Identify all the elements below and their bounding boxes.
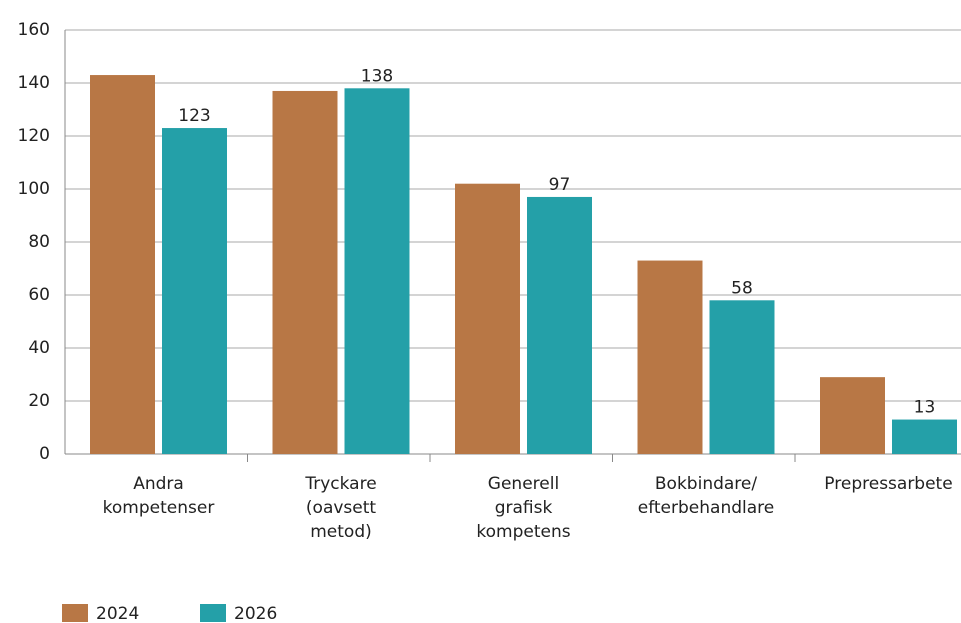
data-label: 123: [178, 106, 210, 126]
x-tick-label: grafisk: [495, 498, 553, 518]
x-tick-label: efterbehandlare: [638, 498, 774, 518]
bar: [90, 75, 155, 455]
y-tick-label: 80: [28, 232, 50, 252]
bar: [272, 90, 338, 454]
data-label: 97: [549, 175, 571, 195]
y-tick-label: 40: [28, 338, 50, 358]
legend-swatch: [200, 604, 226, 622]
y-tick-label: 140: [18, 73, 50, 93]
y-tick-label: 0: [39, 444, 50, 464]
data-label: 13: [914, 398, 936, 418]
x-tick-label: kompetens: [476, 522, 570, 542]
data-label: 138: [361, 66, 393, 86]
y-tick-label: 160: [18, 20, 50, 40]
y-tick-label: 100: [18, 179, 50, 199]
bar: [820, 377, 885, 454]
bar: [527, 196, 592, 454]
x-tick-label: Andra: [133, 474, 184, 494]
y-tick-label: 20: [28, 391, 50, 411]
x-tick-label: kompetenser: [103, 498, 215, 518]
data-label: 58: [731, 278, 753, 298]
x-tick-label: Prepressarbete: [824, 474, 952, 494]
legend-swatch: [62, 604, 88, 622]
bar: [709, 300, 775, 454]
bar: [455, 183, 520, 454]
legend-label: 2024: [96, 604, 139, 623]
x-tick-label: Bokbindare/: [655, 474, 757, 494]
bar: [892, 419, 957, 454]
y-tick-label: 60: [28, 285, 50, 305]
y-tick-label: 120: [18, 126, 50, 146]
x-tick-label: metod): [310, 522, 372, 542]
bar: [344, 88, 410, 455]
x-tick-label: Generell: [488, 474, 559, 494]
bar: [162, 128, 227, 455]
legend-label: 2026: [234, 604, 277, 623]
bar: [637, 260, 703, 454]
x-tick-label: Tryckare: [304, 474, 376, 494]
x-tick-label: (oavsett: [306, 498, 376, 518]
